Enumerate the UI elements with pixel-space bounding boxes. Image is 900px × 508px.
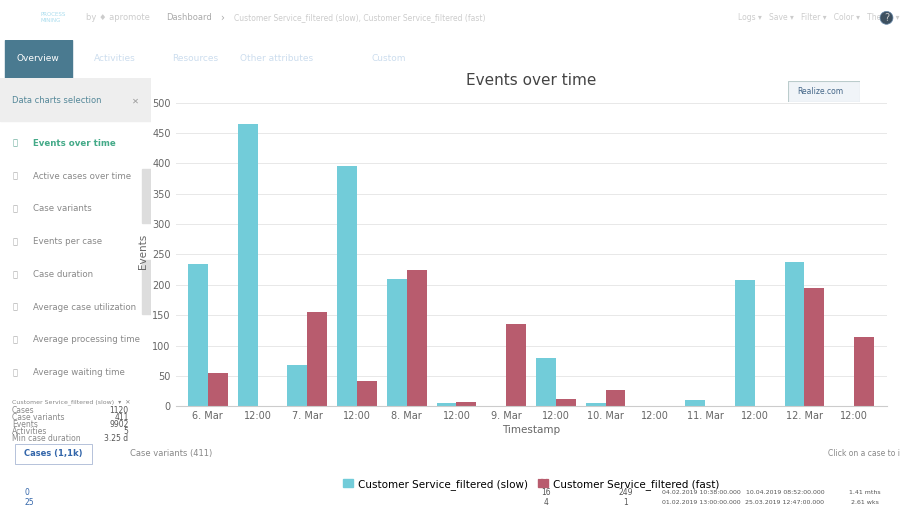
Text: 5: 5 — [123, 427, 129, 436]
Legend: Customer Service_filtered (slow), Customer Service_filtered (fast): Customer Service_filtered (slow), Custom… — [339, 475, 723, 494]
Text: 2.61 wks: 2.61 wks — [850, 500, 878, 505]
Text: Click on a case to inspect it: Click on a case to inspect it — [828, 450, 900, 458]
X-axis label: Timestamp: Timestamp — [502, 425, 560, 435]
Text: 0: 0 — [24, 488, 29, 497]
Bar — [556, 398, 576, 406]
Text: Duration: Duration — [848, 472, 881, 481]
Text: Case variants: Case variants — [33, 204, 92, 213]
Text: Dashboard: Dashboard — [166, 13, 212, 22]
Text: ⬛: ⬛ — [12, 237, 17, 246]
Bar — [586, 403, 606, 406]
Text: Start time: Start time — [681, 472, 720, 481]
Text: Activities: Activities — [12, 427, 48, 436]
Text: ⬛: ⬛ — [12, 204, 17, 213]
Text: ⬛: ⬛ — [12, 172, 17, 180]
Text: Case duration: Case duration — [33, 270, 94, 279]
Text: 1.41 mths: 1.41 mths — [849, 490, 880, 495]
Bar — [436, 403, 456, 406]
Text: 9902: 9902 — [109, 420, 129, 429]
Text: Realize.com: Realize.com — [796, 87, 843, 96]
Bar — [805, 288, 824, 406]
Bar — [208, 373, 228, 406]
Text: Average case utilization: Average case utilization — [33, 303, 137, 312]
Text: 1: 1 — [624, 498, 628, 507]
Text: 4: 4 — [544, 498, 549, 507]
Text: Events: Events — [12, 420, 38, 429]
Text: 249: 249 — [618, 488, 633, 497]
Y-axis label: Events: Events — [138, 234, 148, 269]
Text: 01.02.2019 13:00:00.000: 01.02.2019 13:00:00.000 — [662, 500, 741, 505]
Text: 04.02.2019 10:38:00.000: 04.02.2019 10:38:00.000 — [662, 490, 741, 495]
Bar — [238, 124, 257, 406]
Bar — [735, 280, 755, 406]
Text: Events per case: Events per case — [33, 237, 103, 246]
Text: 16: 16 — [541, 488, 551, 497]
Text: Case variants: Case variants — [12, 413, 65, 422]
Bar — [287, 365, 307, 406]
Bar — [142, 169, 151, 224]
Bar — [407, 270, 427, 406]
Text: ⬛: ⬛ — [12, 368, 17, 377]
Bar — [307, 312, 327, 406]
Text: Average processing time: Average processing time — [33, 335, 140, 344]
Text: Events over time: Events over time — [33, 139, 116, 148]
Text: Case ID: Case ID — [382, 472, 410, 481]
Text: Logs ▾   Save ▾   Filter ▾   Color ▾   Theme ▾: Logs ▾ Save ▾ Filter ▾ Color ▾ Theme ▾ — [738, 13, 899, 22]
Bar — [0, 78, 151, 121]
Bar — [456, 401, 476, 406]
Text: ✕: ✕ — [132, 96, 140, 105]
Text: ⬛: ⬛ — [12, 335, 17, 344]
Text: Customer Service_filtered (slow), Customer Service_filtered (fast): Customer Service_filtered (slow), Custom… — [234, 13, 485, 22]
Text: Overview: Overview — [16, 54, 59, 63]
Bar — [4, 40, 72, 78]
Text: Customer Service_filtered (slow)  ▾  ✕: Customer Service_filtered (slow) ▾ ✕ — [12, 399, 130, 405]
Bar — [506, 325, 526, 406]
Text: End time: End time — [768, 472, 802, 481]
Bar — [357, 381, 377, 406]
Text: Data charts selection: Data charts selection — [12, 96, 102, 105]
Bar — [338, 167, 357, 406]
Text: ?: ? — [884, 13, 889, 23]
Text: 25: 25 — [24, 498, 34, 507]
Bar — [188, 264, 208, 406]
Text: BIC: BIC — [7, 13, 28, 23]
Text: Activities: Activities — [94, 54, 135, 63]
Text: Resources: Resources — [172, 54, 219, 63]
Text: Average waiting time: Average waiting time — [33, 368, 125, 377]
Bar — [536, 358, 556, 406]
Text: Cases: Cases — [12, 406, 35, 415]
Bar — [685, 400, 705, 406]
Text: Cases (1,1k): Cases (1,1k) — [23, 450, 83, 458]
Text: Other attributes: Other attributes — [239, 54, 313, 63]
Text: PROCESS
MINING: PROCESS MINING — [40, 12, 66, 23]
Bar — [606, 390, 626, 406]
Title: Events over time: Events over time — [466, 74, 596, 88]
Text: ⬛: ⬛ — [12, 139, 17, 148]
Bar — [785, 262, 805, 406]
Text: Active cases over time: Active cases over time — [33, 172, 131, 180]
Text: Min case duration: Min case duration — [12, 434, 81, 443]
Text: Variant: Variant — [612, 472, 640, 481]
Text: 10.04.2019 08:52:00.000: 10.04.2019 08:52:00.000 — [746, 490, 824, 495]
Bar — [15, 444, 92, 464]
Text: ›: › — [220, 13, 224, 23]
Text: by ♦ apromote: by ♦ apromote — [86, 13, 149, 22]
Text: 411: 411 — [114, 413, 129, 422]
Text: 1120: 1120 — [110, 406, 129, 415]
Text: ⬛: ⬛ — [12, 303, 17, 312]
Text: 3.25 d: 3.25 d — [104, 434, 129, 443]
Text: Events: Events — [533, 472, 559, 481]
Text: Case variants (411): Case variants (411) — [130, 450, 212, 458]
Bar — [854, 336, 874, 406]
Text: 25.03.2019 12:47:00.000: 25.03.2019 12:47:00.000 — [745, 500, 824, 505]
Text: ⬛: ⬛ — [12, 270, 17, 279]
Bar — [142, 260, 151, 314]
Text: Custom: Custom — [372, 54, 406, 63]
Bar — [387, 279, 407, 406]
